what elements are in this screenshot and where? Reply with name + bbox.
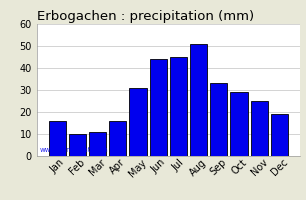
Bar: [251, 101, 268, 156]
Bar: [89, 132, 106, 156]
Bar: [69, 134, 86, 156]
Bar: [129, 88, 147, 156]
Text: www.allmetsat.com: www.allmetsat.com: [39, 147, 108, 153]
Bar: [150, 59, 167, 156]
Text: Erbogachen : precipitation (mm): Erbogachen : precipitation (mm): [37, 10, 254, 23]
Bar: [210, 83, 227, 156]
Bar: [170, 57, 187, 156]
Bar: [230, 92, 248, 156]
Bar: [190, 44, 207, 156]
Bar: [109, 121, 126, 156]
Bar: [271, 114, 288, 156]
Bar: [49, 121, 66, 156]
